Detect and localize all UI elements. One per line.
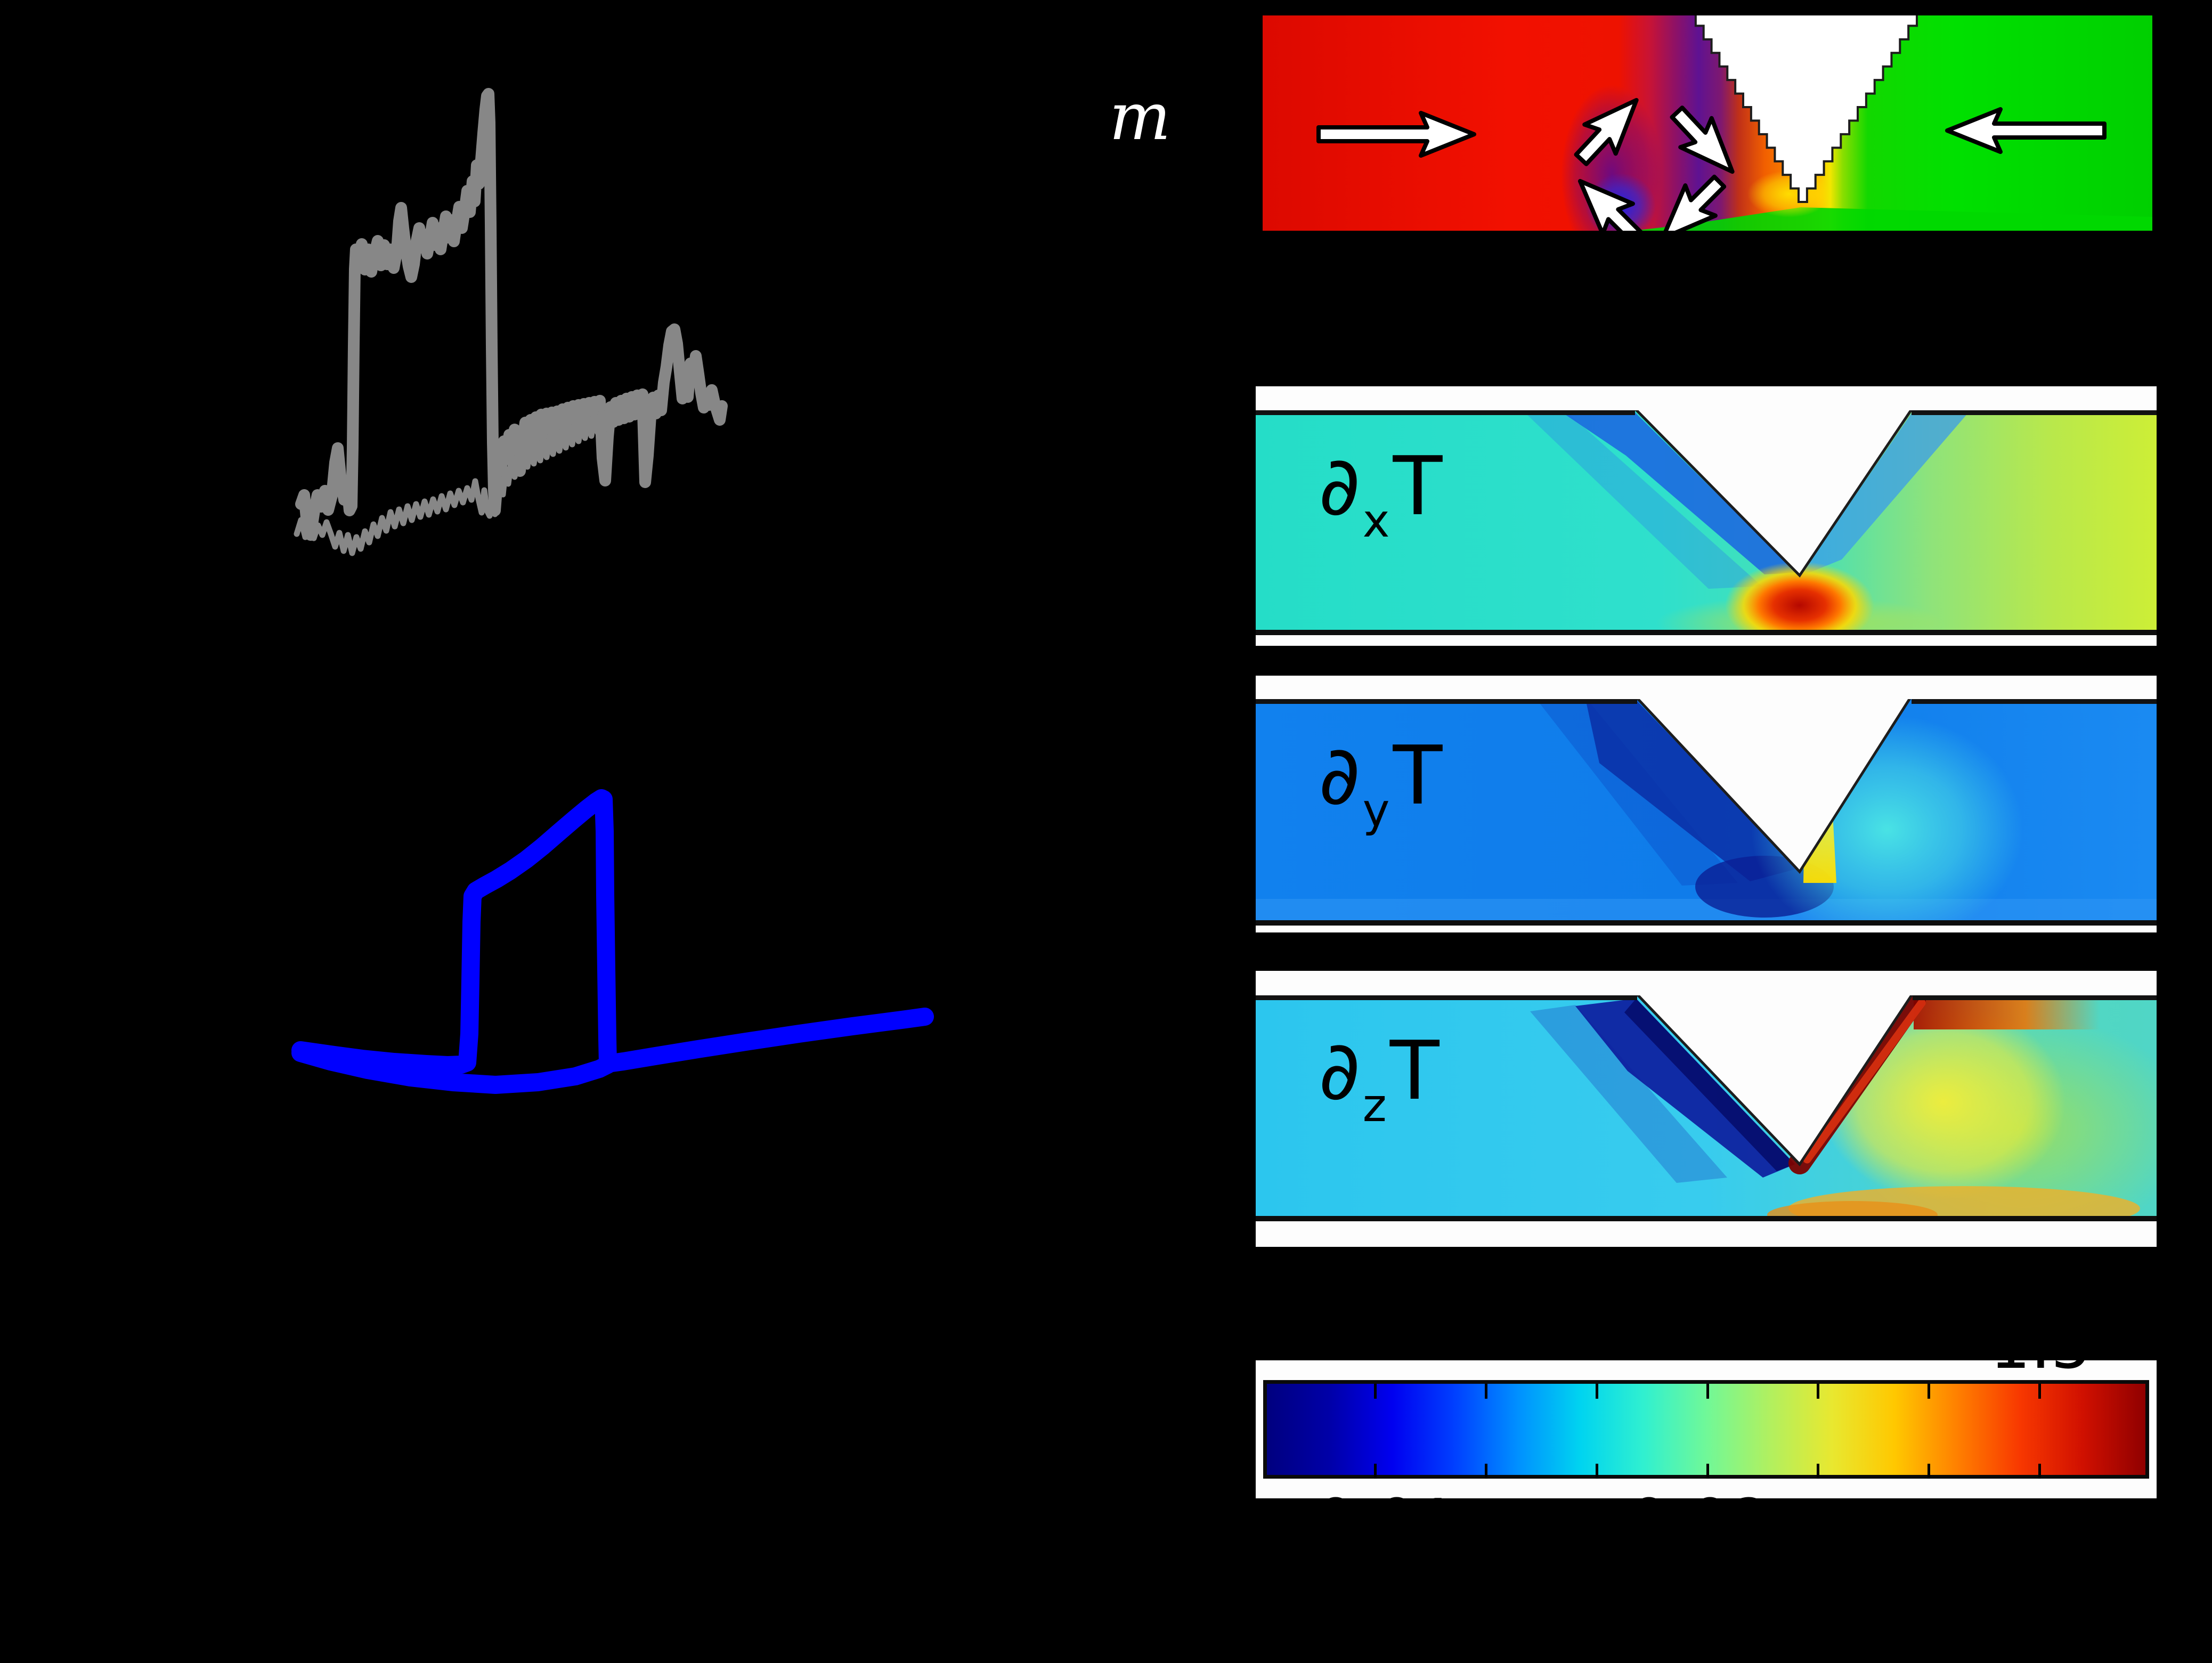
- arrow-up-left: [1577, 179, 1644, 231]
- dxT-blue-lobe-right: [1800, 412, 1969, 577]
- arrow-right: [1316, 111, 1476, 158]
- dzT-navy-halo: [1530, 1005, 1727, 1183]
- partial-symbol: ∂: [1319, 1024, 1362, 1118]
- dyT-navy-shadow: [1586, 701, 1798, 881]
- gray-trace-plot: [294, 88, 728, 556]
- blue-trace-main: [291, 789, 934, 1074]
- dzT-T: T: [1389, 1024, 1441, 1118]
- colorbar-tick: [1817, 1384, 1820, 1399]
- dzT-strip: [1256, 995, 2157, 1221]
- arrow-down-left: [1660, 174, 1727, 231]
- dzT-subscript: z: [1362, 1079, 1388, 1132]
- dxT-blue-lobe-left: [1562, 412, 1797, 574]
- dzT-top-red-band: [1914, 999, 2100, 1029]
- colorbar-tick: [1706, 1464, 1709, 1479]
- dzT-panel: ∂zT: [1256, 971, 2157, 1247]
- dxT-T: T: [1393, 439, 1444, 533]
- green-underside-region: [1633, 207, 2152, 231]
- dyT-T: T: [1393, 728, 1444, 823]
- colorbar-tick: [2038, 1464, 2042, 1479]
- colorbar-tick: [1595, 1384, 1598, 1399]
- dyT-bottom-border: [1256, 920, 2157, 926]
- colorbar-tick-label: 0.02: [1629, 1491, 1771, 1499]
- dyT-strip: [1256, 699, 2157, 926]
- colorbar-tick: [1484, 1384, 1487, 1399]
- dyT-subscript: y: [1362, 784, 1391, 837]
- colorbar-max-label: 1.5: [1990, 1360, 2092, 1378]
- dzT-bottom-border: [1256, 1216, 2157, 1221]
- gray-trace-lines: [294, 88, 728, 556]
- dxT-blue-halo-left: [1525, 412, 1762, 589]
- dxT-hotspot: [1725, 562, 1874, 635]
- colorbar-tick: [1373, 1384, 1377, 1399]
- dyT-panel: ∂yT: [1256, 676, 2157, 932]
- partial-symbol: ∂: [1319, 439, 1362, 533]
- dzT-notch-triangle: [1636, 995, 1914, 1166]
- dyT-top-border-left: [1256, 699, 1637, 704]
- gray-noisy-trace-thick: [295, 88, 728, 541]
- arrow-up-right: [1574, 98, 1639, 166]
- colorbar-tick: [1928, 1384, 1931, 1399]
- colorbar-tick: [1928, 1464, 1931, 1479]
- colorbar-tick: [2038, 1384, 2042, 1399]
- dzT-top-border-right: [1913, 995, 2157, 1000]
- dzT-red-rim-inner: [1803, 999, 1926, 1164]
- blue-trace-plot: [291, 789, 934, 1094]
- arrow-down-right: [1670, 106, 1735, 174]
- dxT-top-border-right: [1912, 410, 2157, 415]
- colorbar-tick: [1706, 1384, 1709, 1399]
- colorbar-tick-label: 0.01: [1315, 1491, 1458, 1499]
- notch-triangle: [1694, 15, 1918, 203]
- magnetization-arrows: [1316, 98, 2107, 231]
- dzT-top-border-left: [1256, 995, 1637, 1000]
- colorbar-tick: [1595, 1464, 1598, 1479]
- colorbar-tick: [1373, 1464, 1377, 1479]
- partial-symbol: ∂: [1319, 728, 1362, 823]
- dxT-subscript: x: [1362, 494, 1391, 548]
- blue-trace-lines: [291, 789, 934, 1094]
- dxT-bottom-border: [1256, 630, 2157, 635]
- blue-trace-dish: [291, 1044, 617, 1094]
- magnetization-map: [1263, 15, 2152, 231]
- dxT-panel: ∂xT: [1256, 386, 2157, 646]
- dyT-navy-halo: [1538, 701, 1738, 886]
- dyT-label: ∂yT: [1319, 735, 1443, 834]
- dzT-navy-edge-dark: [1624, 999, 1795, 1171]
- colorbar-tick: [1817, 1464, 1820, 1479]
- arrow-left: [1945, 107, 2107, 154]
- gray-noisy-trace-thin: [294, 408, 611, 556]
- dxT-notch-triangle: [1634, 410, 1913, 578]
- dxT-label: ∂xT: [1319, 446, 1443, 545]
- dxT-strip: [1256, 410, 2157, 635]
- yellow-transition-patch: [1747, 171, 1831, 217]
- colorbar-tick: [1484, 1464, 1487, 1479]
- colorbar-panel: 1.5 0.01 0.02: [1256, 1360, 2157, 1498]
- dzT-label: ∂zT: [1319, 1031, 1441, 1129]
- dyT-notch-triangle: [1636, 699, 1912, 874]
- magnetization-label: m: [1109, 79, 1171, 155]
- dyT-top-border-right: [1912, 699, 2157, 704]
- dxT-top-border-left: [1256, 410, 1635, 415]
